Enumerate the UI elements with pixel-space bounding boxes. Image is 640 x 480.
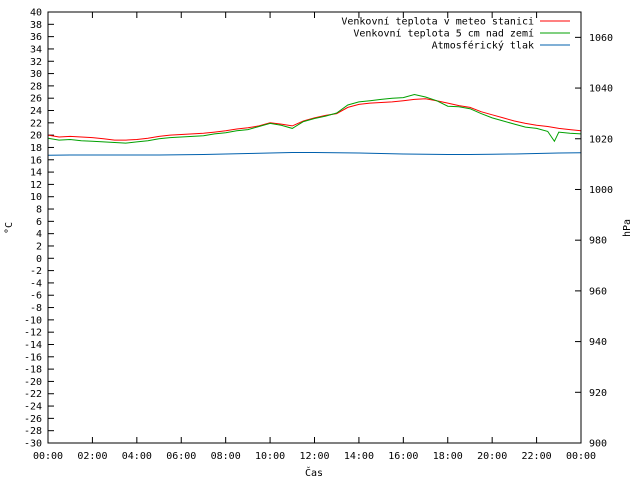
y-tick-label: 32 xyxy=(30,57,42,68)
x-tick-label: 08:00 xyxy=(211,451,241,462)
y-tick-label: 18 xyxy=(30,143,42,154)
labels-layer: 4038363432302826242220181614121086420-2-… xyxy=(24,8,613,463)
series-layer xyxy=(47,93,582,156)
x-tick-label: 06:00 xyxy=(166,451,196,462)
y-tick-label: 38 xyxy=(30,20,42,31)
y-tick-label: -20 xyxy=(24,377,42,388)
y-tick-label: 16 xyxy=(30,155,42,166)
x-tick-label: 12:00 xyxy=(299,451,329,462)
x-tick-label: 16:00 xyxy=(388,451,418,462)
y-right-tick-label: 920 xyxy=(589,388,607,399)
series-line-1 xyxy=(47,93,582,144)
y-right-tick-label: 960 xyxy=(589,286,607,297)
y-tick-label: 14 xyxy=(30,168,42,179)
y-right-tick-label: 1060 xyxy=(589,33,613,44)
y-tick-label: -16 xyxy=(24,352,42,363)
y-axis-label-right: hPa xyxy=(622,219,633,237)
plot-border xyxy=(47,11,582,444)
y-right-tick-label: 900 xyxy=(589,439,607,450)
x-tick-label: 20:00 xyxy=(477,451,507,462)
y-tick-label: 36 xyxy=(30,32,42,43)
x-tick-label: 14:00 xyxy=(344,451,374,462)
x-tick-label: 18:00 xyxy=(433,451,463,462)
y-tick-label: 40 xyxy=(30,8,42,19)
y-tick-label: 12 xyxy=(30,180,42,191)
y-right-tick-label: 1040 xyxy=(589,84,613,95)
y-tick-label: 28 xyxy=(30,81,42,92)
y-tick-label: -30 xyxy=(24,439,42,450)
y-tick-label: 22 xyxy=(30,118,42,129)
x-tick-label: 00:00 xyxy=(566,451,596,462)
y-tick-label: -8 xyxy=(30,303,42,314)
y-tick-label: 30 xyxy=(30,69,42,80)
y-tick-label: -2 xyxy=(30,266,42,277)
x-tick-label: 22:00 xyxy=(522,451,552,462)
y-tick-label: -28 xyxy=(24,426,42,437)
y-tick-label: 26 xyxy=(30,94,42,105)
y-right-tick-label: 1000 xyxy=(589,185,613,196)
y-tick-label: 8 xyxy=(36,205,42,216)
y-tick-label: -10 xyxy=(24,315,42,326)
series-line-2 xyxy=(47,152,582,156)
legend-label-0: Venkovní teplota v meteo stanici xyxy=(341,16,534,28)
y-tick-label: -22 xyxy=(24,389,42,400)
y-right-tick-label: 1020 xyxy=(589,134,613,145)
legend: Venkovní teplota v meteo staniciVenkovní… xyxy=(341,16,570,52)
x-tick-label: 00:00 xyxy=(33,451,63,462)
x-tick-label: 04:00 xyxy=(122,451,152,462)
y-right-tick-label: 940 xyxy=(589,337,607,348)
y-tick-label: -4 xyxy=(30,278,42,289)
y-tick-label: -14 xyxy=(24,340,42,351)
y-axis-label: °C xyxy=(4,222,15,234)
y-tick-label: 0 xyxy=(36,254,42,265)
y-tick-label: 4 xyxy=(36,229,42,240)
legend-label-1: Venkovní teplota 5 cm nad zemí xyxy=(353,28,534,40)
ticks-layer xyxy=(47,11,582,444)
series-line-0 xyxy=(47,98,582,141)
y-tick-label: -26 xyxy=(24,414,42,425)
y-tick-label: 34 xyxy=(30,44,42,55)
legend-label-2: Atmosférický tlak xyxy=(432,40,534,52)
y-tick-label: -24 xyxy=(24,402,42,413)
x-tick-label: 02:00 xyxy=(77,451,107,462)
y-tick-label: 20 xyxy=(30,131,42,142)
x-axis-label: Čas xyxy=(305,466,323,479)
y-tick-label: -12 xyxy=(24,328,42,339)
y-tick-label: 10 xyxy=(30,192,42,203)
y-tick-label: -6 xyxy=(30,291,42,302)
y-tick-label: 2 xyxy=(36,241,42,252)
y-tick-label: 24 xyxy=(30,106,42,117)
y-right-tick-label: 980 xyxy=(589,236,607,247)
y-tick-label: 6 xyxy=(36,217,42,228)
y-tick-label: -18 xyxy=(24,365,42,376)
x-tick-label: 10:00 xyxy=(255,451,285,462)
